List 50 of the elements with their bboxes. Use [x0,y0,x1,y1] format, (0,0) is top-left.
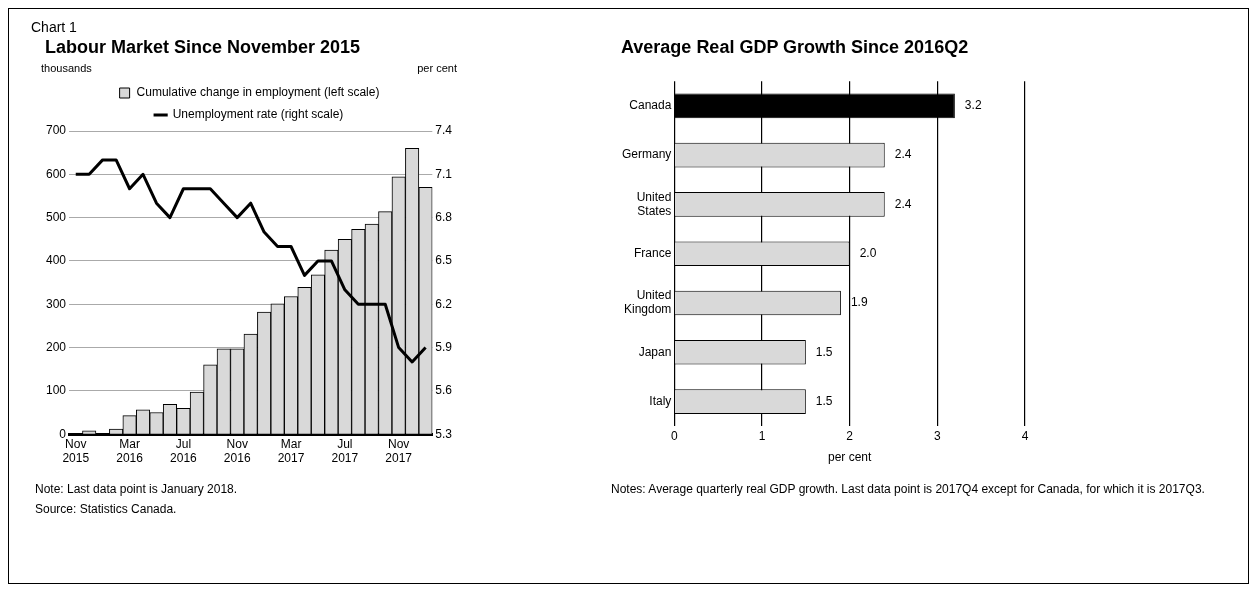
source-note: Source: Statistics Canada. [35,501,178,518]
chart-title: Average Real GDP Growth Since 2016Q2 [621,37,969,58]
caption: Chart 1 [31,19,77,35]
data-label: 2.4 [894,196,912,211]
data-label: 1.5 [815,393,833,408]
y-tick-label: United Kingdom [623,288,672,317]
chart-title: Labour Market Since November 2015 [45,37,361,58]
x-tick-label: Nov 2017 [385,436,413,466]
y2-tick-label: 5.3 [435,426,453,441]
y-tick-label: 100 [45,383,67,398]
y2-tick-label: 5.6 [435,383,453,398]
y-tick-label: 600 [45,166,67,181]
x-tick-label: Nov 2016 [223,436,251,466]
y-tick-label: 300 [45,296,67,311]
y-tick-label: 200 [45,339,67,354]
y-tick-label: Japan [638,344,672,359]
y-tick-label: France [633,246,672,261]
x-tick-label: 2 [846,428,854,443]
y2-tick-label: 6.2 [435,296,453,311]
y2-tick-label: 7.4 [435,123,453,138]
x-tick-label: Mar 2016 [116,436,144,466]
y-tick-label: United States [636,189,672,218]
y2-tick-label: 5.9 [435,339,453,354]
y2-tick-label: 7.1 [435,166,453,181]
y-tick-label: Germany [621,147,672,162]
text: Notes: Average quarterly real GDP growth. Last data point is 2017Q4 except for Canada, for which it is 2017Q3. [611,481,1206,498]
y-tick-label: 400 [45,253,67,268]
y-axis-title: thousands [41,61,93,74]
y-tick-label: Italy [649,393,672,408]
x-tick-label: 3 [933,428,941,443]
x-tick-label: Mar 2017 [277,436,305,466]
y2-tick-label: 6.5 [435,253,453,268]
data-label: 3.2 [964,98,982,113]
x-tick-label: 1 [758,428,766,443]
y-tick-label: Canada [629,98,672,113]
legend-label: Cumulative change in employment (left scale) [136,85,380,100]
x-tick-label: 4 [1021,428,1029,443]
y-tick-label: 500 [45,209,67,224]
data-label: 1.9 [850,295,868,310]
y2-axis-title: per cent [417,61,457,74]
data-label: 1.5 [815,344,833,359]
legend-label: Unemployment rate (right scale) [172,107,344,122]
x-axis-title: per cent [827,450,873,465]
data-label: 2.4 [894,147,912,162]
x-tick-label: Jul 2017 [331,436,359,466]
y2-tick-label: 6.8 [435,209,453,224]
text: Note: Last data point is January 2018. [35,482,238,496]
data-label: 2.0 [859,246,877,261]
x-tick-label: Jul 2016 [170,436,198,466]
y-tick-label: 700 [45,123,67,138]
